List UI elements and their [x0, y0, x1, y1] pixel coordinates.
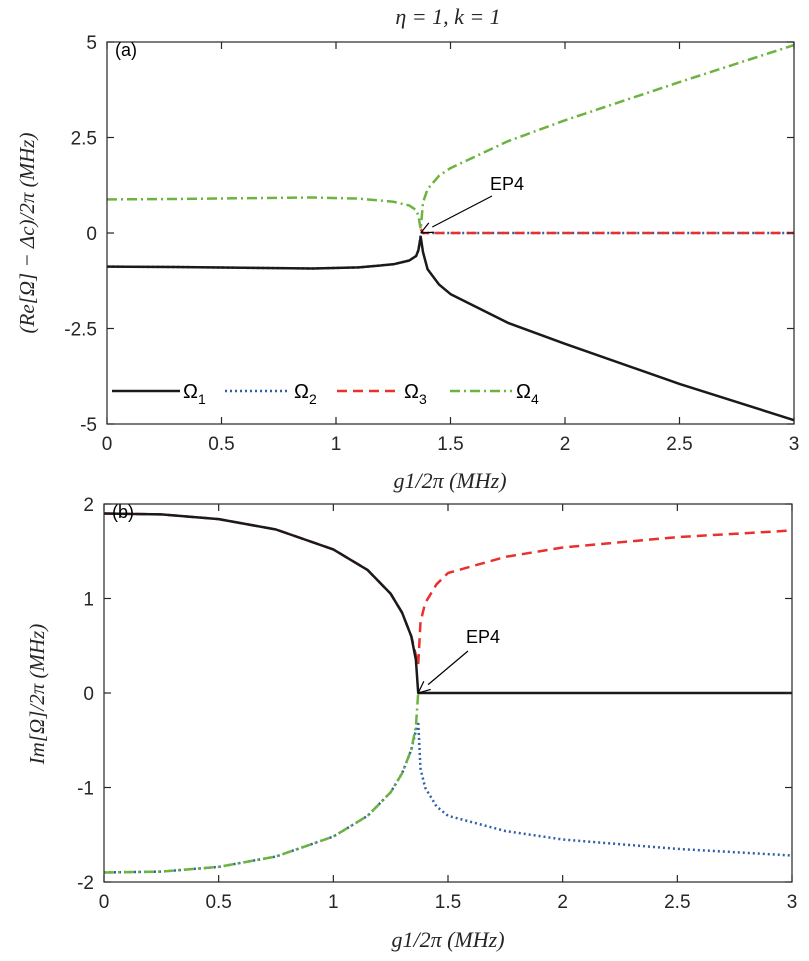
- annotation-arrow-shaft-b: [427, 650, 469, 686]
- y-axis-label-b: Im[Ω]/2π (MHz): [25, 624, 49, 766]
- y-tick-label-a: 5: [86, 33, 97, 54]
- annotation-arrow-head-a: [420, 222, 434, 234]
- y-tick-label-a: 2.5: [71, 129, 97, 150]
- legend-label-omega2: Ω2: [294, 381, 317, 407]
- x-tick-label-a: 3: [789, 434, 800, 455]
- legend-label-omega4: Ω4: [516, 381, 539, 407]
- panel-b: 0 0.5 1 1.5 2 2.5 3 2 1 0 -1 -2 (b) EP4 g1/2π (MHz)…: [25, 495, 797, 952]
- x-tick-label-b: 1.5: [435, 892, 461, 913]
- x-axis-label-a: g1/2π (MHz): [393, 468, 506, 493]
- x-tick-label-a: 0.5: [208, 434, 234, 455]
- annotation-arrow-head-b: [417, 681, 431, 694]
- annotation-arrow-shaft-a: [431, 195, 493, 228]
- legend-label-omega1: Ω1: [183, 381, 206, 407]
- x-tick-label-b: 0: [99, 892, 110, 913]
- annotation-a: EP4: [420, 174, 524, 234]
- panel-label-b: (b): [112, 502, 134, 522]
- y-axis-label-a: (Re[Ω] − Δc)/2π (MHz): [15, 133, 39, 334]
- series-line-omega4-b: [103, 692, 420, 874]
- y-tick-label-b: 2: [83, 495, 94, 516]
- y-tick-label-a: 0: [86, 224, 97, 245]
- y-tick-label-b: -1: [77, 779, 94, 800]
- legend: Ω1 Ω2 Ω3 Ω4: [112, 381, 539, 407]
- series-line-omega2-b: [103, 720, 793, 874]
- series-layer-a: [106, 43, 795, 422]
- y-tick-label-a: -2.5: [64, 320, 97, 341]
- annotation-b: EP4: [417, 627, 500, 694]
- ticks-layer-a: 0 0.5 1 1.5 2 2.5 3 5 2.5 0 -2.5 -5: [64, 33, 799, 455]
- x-tick-label-a: 1.5: [437, 434, 463, 455]
- series-line-omega4-a: [106, 43, 795, 231]
- ticks-layer-b: 0 0.5 1 1.5 2 2.5 3 2 1 0 -1 -2: [77, 495, 797, 913]
- x-axis-label-b: g1/2π (MHz): [391, 927, 504, 952]
- series-line-omega1-a: [106, 235, 795, 422]
- series-line-omega1-b: [103, 512, 792, 695]
- x-tick-label-b: 1: [328, 892, 339, 913]
- y-tick-label-a: -5: [80, 415, 97, 436]
- x-tick-label-a: 0: [102, 434, 113, 455]
- series-line-omega3-b: [103, 512, 793, 666]
- annotation-text-a: EP4: [490, 174, 524, 194]
- x-tick-label-a: 2.5: [666, 434, 692, 455]
- series-line-omega2-a: [106, 231, 794, 270]
- series-layer-b: [103, 512, 793, 874]
- annotation-text-b: EP4: [466, 627, 500, 647]
- x-tick-label-b: 2.5: [664, 892, 690, 913]
- panel-label-a: (a): [115, 40, 137, 60]
- panel-a: 0 0.5 1 1.5 2 2.5 3 5 2.5 0 -2.5 -5 (a) EP4 g1/2π (…: [15, 33, 799, 493]
- x-tick-label-b: 2: [557, 892, 568, 913]
- x-tick-label-a: 2: [560, 434, 571, 455]
- x-tick-label-a: 1: [331, 434, 342, 455]
- x-tick-label-b: 0.5: [205, 892, 231, 913]
- y-tick-label-b: 0: [83, 684, 94, 705]
- x-tick-label-b: 3: [787, 892, 798, 913]
- legend-label-omega3: Ω3: [404, 381, 427, 407]
- y-tick-label-b: 1: [83, 590, 94, 611]
- y-tick-label-b: -2: [77, 873, 94, 894]
- figure-title: η = 1, k = 1: [395, 4, 500, 29]
